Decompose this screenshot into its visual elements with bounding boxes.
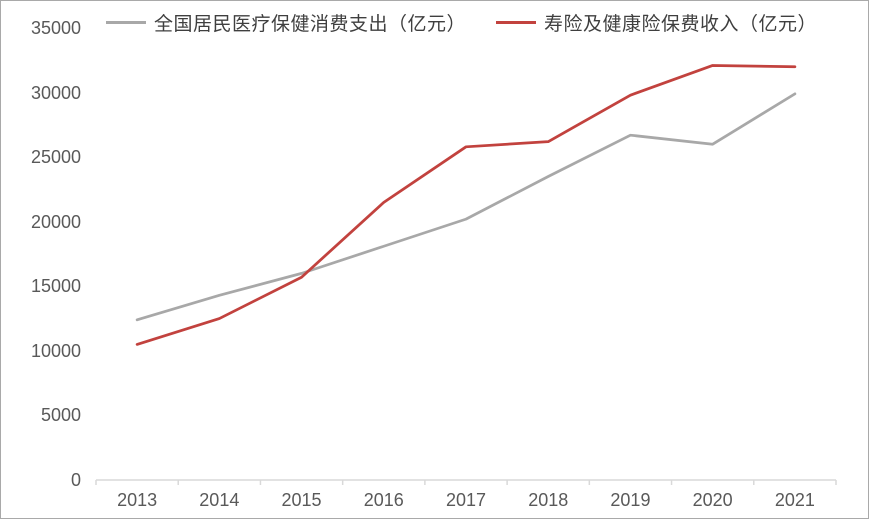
x-axis-tick-label: 2013 (117, 490, 158, 510)
y-axis-tick-label: 30000 (30, 82, 81, 103)
x-axis-tick-label: 2019 (610, 490, 651, 510)
x-axis-tick-label: 2020 (692, 490, 733, 510)
y-axis-tick-label: 5000 (40, 405, 81, 426)
y-axis-tick-label: 35000 (30, 18, 81, 38)
legend-swatch-gray-line (106, 20, 146, 24)
y-axis-tick-label: 0 (70, 470, 81, 490)
legend-swatch-red-line (496, 20, 536, 24)
series-line-0 (135, 92, 797, 322)
y-axis-tick-label: 10000 (30, 340, 81, 361)
x-axis-tick-label: 2016 (363, 490, 404, 510)
series-line-1 (135, 64, 797, 346)
legend-label-insurance-premium: 寿险及健康险保费收入（亿元） (544, 13, 818, 35)
legend-item-insurance-premium: 寿险及健康险保费收入（亿元） (496, 11, 818, 35)
x-axis-tick-label: 2018 (528, 490, 569, 510)
legend-label-medical-expenditure: 全国居民医疗保健消费支出（亿元） (154, 13, 467, 35)
x-axis-tick-label: 2014 (199, 490, 240, 510)
legend-item-medical-expenditure: 全国居民医疗保健消费支出（亿元） (106, 11, 467, 35)
y-axis-tick-label: 25000 (30, 147, 81, 168)
y-axis-tick-label: 15000 (30, 276, 81, 297)
x-axis-tick-label: 2017 (445, 490, 487, 510)
x-axis-tick-label: 2015 (281, 490, 322, 510)
y-axis-tick-label: 20000 (30, 211, 81, 232)
x-axis-tick-label: 2021 (774, 490, 815, 510)
